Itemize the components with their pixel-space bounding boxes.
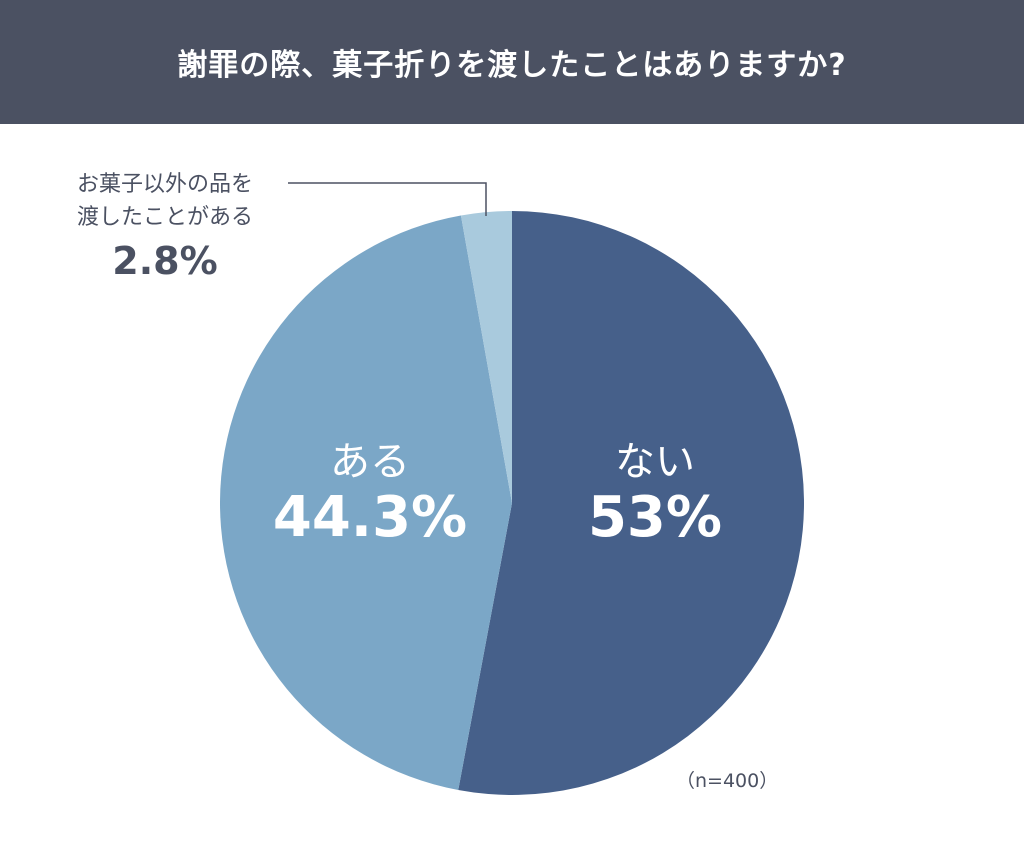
sample-size: （n=400） (676, 770, 779, 792)
pie-slice-aru (220, 215, 512, 791)
pie-slice-nai (458, 211, 805, 796)
slice-label-aru: ある 44.3% (272, 439, 468, 550)
title-bar: 謝罪の際、菓子折りを渡したことはありますか? (0, 0, 1024, 124)
pie-slice-other (460, 211, 512, 503)
callout-leader-line (288, 182, 487, 216)
chart-title: 謝罪の際、菓子折りを渡したことはありますか? (177, 48, 847, 83)
slice-label-nai: ない 53% (587, 439, 723, 550)
callout-label-other: お菓子以外の品を 渡したことがある 2.8% (76, 172, 253, 283)
